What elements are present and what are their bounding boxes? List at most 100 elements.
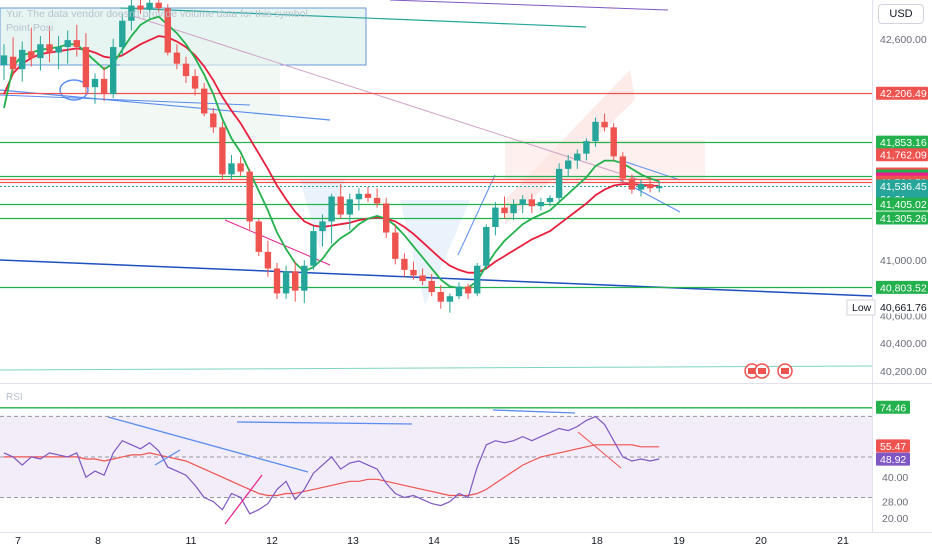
candle[interactable] bbox=[401, 253, 408, 277]
candle[interactable] bbox=[464, 283, 472, 299]
candle[interactable] bbox=[119, 13, 126, 56]
candle[interactable] bbox=[255, 218, 262, 257]
rsi-line[interactable] bbox=[3, 415, 660, 515]
rsi-divergence-line[interactable] bbox=[577, 431, 622, 469]
candle[interactable] bbox=[155, 0, 162, 13]
candle[interactable] bbox=[246, 168, 253, 230]
candle[interactable] bbox=[392, 224, 399, 265]
candle[interactable] bbox=[82, 33, 90, 95]
candle[interactable] bbox=[592, 117, 599, 147]
candle[interactable] bbox=[310, 225, 317, 270]
rsi-value-box bbox=[876, 400, 910, 414]
candle[interactable] bbox=[628, 174, 636, 194]
rsi-divergence-line[interactable] bbox=[107, 416, 309, 473]
circle-drawing[interactable] bbox=[59, 79, 89, 101]
candle[interactable] bbox=[555, 163, 563, 203]
rsi-divergence-line[interactable] bbox=[236, 421, 413, 425]
candle[interactable] bbox=[210, 107, 217, 133]
candle[interactable] bbox=[565, 155, 572, 178]
candle[interactable] bbox=[64, 30, 71, 64]
trend-line-cyan[interactable] bbox=[0, 365, 873, 371]
candle[interactable] bbox=[128, 0, 135, 31]
candle[interactable] bbox=[346, 193, 353, 230]
candle[interactable] bbox=[337, 184, 344, 219]
candle[interactable] bbox=[328, 193, 335, 244]
candle[interactable] bbox=[146, 0, 153, 18]
candle[interactable] bbox=[201, 83, 208, 117]
trend-line-purple[interactable] bbox=[389, 0, 669, 11]
candle[interactable] bbox=[519, 195, 526, 214]
candle[interactable] bbox=[110, 38, 117, 99]
candle[interactable] bbox=[455, 282, 463, 299]
candle[interactable] bbox=[228, 155, 235, 180]
candle[interactable] bbox=[637, 179, 645, 197]
candle[interactable] bbox=[19, 41, 26, 82]
candle[interactable] bbox=[537, 197, 545, 211]
candle[interactable] bbox=[383, 197, 390, 239]
horizontal-levels[interactable] bbox=[0, 92, 872, 289]
candle[interactable] bbox=[364, 186, 372, 203]
rsi-divergence-line[interactable] bbox=[224, 474, 263, 525]
candle[interactable] bbox=[273, 262, 281, 299]
candle[interactable] bbox=[100, 66, 108, 102]
trend-line-blue-light[interactable] bbox=[457, 174, 496, 256]
candle[interactable] bbox=[28, 27, 35, 67]
candle[interactable] bbox=[574, 149, 581, 169]
candle[interactable] bbox=[37, 35, 44, 71]
candle[interactable] bbox=[282, 265, 290, 299]
candle[interactable] bbox=[0, 44, 8, 81]
candle[interactable] bbox=[91, 73, 99, 104]
candle[interactable] bbox=[164, 4, 171, 56]
candle[interactable] bbox=[546, 195, 554, 207]
candle[interactable] bbox=[483, 224, 490, 270]
us-flag-icon[interactable] bbox=[754, 363, 770, 379]
candle[interactable] bbox=[237, 156, 244, 176]
candle[interactable] bbox=[355, 188, 363, 211]
candle[interactable] bbox=[501, 196, 508, 219]
candle[interactable] bbox=[446, 293, 454, 313]
candle[interactable] bbox=[419, 268, 426, 286]
candle[interactable] bbox=[610, 123, 617, 161]
candle[interactable] bbox=[319, 214, 326, 247]
candle[interactable] bbox=[301, 260, 308, 304]
candle[interactable] bbox=[73, 24, 80, 57]
candle[interactable] bbox=[619, 152, 626, 183]
candle[interactable] bbox=[46, 26, 53, 63]
candle[interactable] bbox=[656, 181, 663, 193]
candle[interactable] bbox=[137, 0, 144, 14]
candle[interactable] bbox=[182, 56, 190, 84]
candle[interactable] bbox=[510, 199, 517, 221]
us-flag-icon[interactable] bbox=[777, 363, 793, 379]
candle[interactable] bbox=[55, 35, 62, 70]
candle[interactable] bbox=[428, 274, 435, 297]
candle[interactable] bbox=[264, 240, 272, 277]
trend-line-pink[interactable] bbox=[129, 14, 641, 181]
candles[interactable] bbox=[0, 0, 663, 313]
candle[interactable] bbox=[601, 113, 608, 132]
candle[interactable] bbox=[191, 69, 199, 96]
rsi-divergence-line[interactable] bbox=[492, 409, 576, 414]
candle[interactable] bbox=[292, 261, 299, 302]
candle[interactable] bbox=[9, 37, 17, 75]
currency-button[interactable]: USD bbox=[878, 4, 924, 24]
trend-line-blue[interactable] bbox=[0, 259, 873, 297]
candle[interactable] bbox=[219, 121, 226, 180]
trend-line-blue-light[interactable] bbox=[0, 94, 251, 106]
rsi-value-text: 48.92 bbox=[880, 454, 906, 466]
candle[interactable] bbox=[437, 285, 444, 309]
candle[interactable] bbox=[528, 193, 535, 214]
candle[interactable] bbox=[646, 177, 654, 193]
trend-line-teal[interactable] bbox=[119, 7, 587, 28]
candle[interactable] bbox=[583, 138, 590, 161]
rsi-divergence-line[interactable] bbox=[154, 449, 181, 466]
trend-line-blue-light[interactable] bbox=[0, 89, 331, 121]
drawings-layer[interactable] bbox=[0, 0, 873, 371]
candle[interactable] bbox=[410, 261, 417, 280]
candle[interactable] bbox=[173, 44, 181, 70]
candle[interactable] bbox=[373, 188, 381, 208]
candle[interactable] bbox=[492, 202, 499, 236]
candle[interactable] bbox=[474, 262, 481, 297]
